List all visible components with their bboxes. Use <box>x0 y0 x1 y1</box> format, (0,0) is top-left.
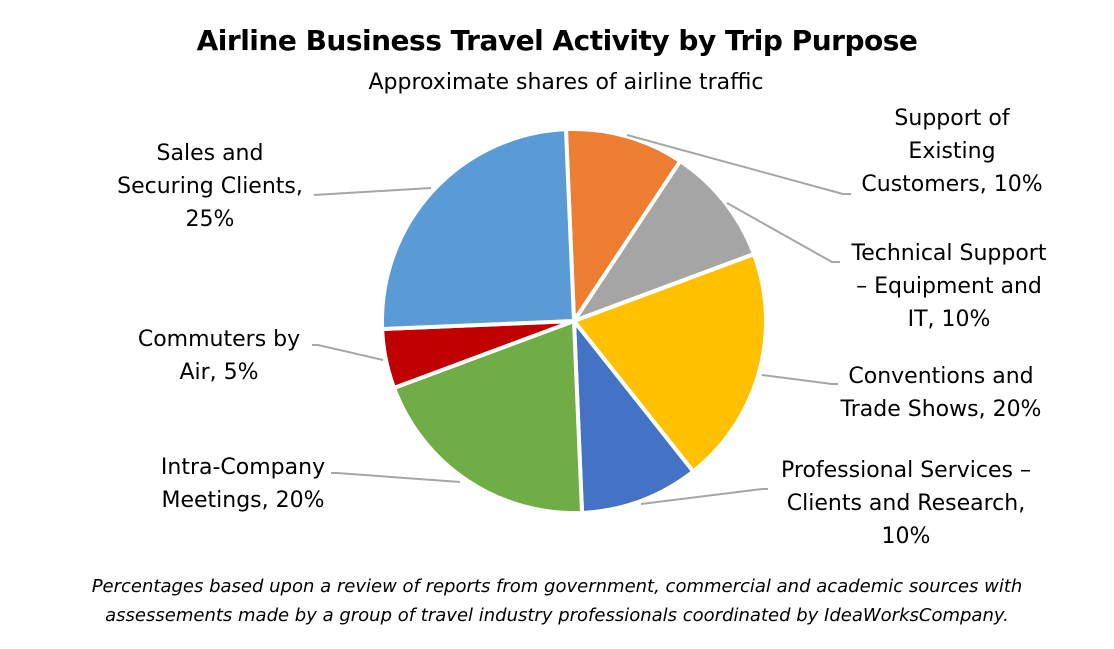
leader-line-intra-company <box>331 472 461 483</box>
chart-subtitle: Approximate shares of airline traffic <box>368 70 764 95</box>
label-line: – Equipment and <box>856 274 1042 299</box>
pie-slice-conventions-and-trade-shows <box>572 252 769 474</box>
label-line: Professional Services – <box>781 458 1031 483</box>
label-line: Clients and Research, <box>786 491 1026 516</box>
leader-lines <box>312 134 851 505</box>
pie-slice-sales-and-securing-clients <box>380 127 576 332</box>
footnote-line-1: Percentages based upon a review of repor… <box>91 576 1023 597</box>
data-label-commuters: Commuters by Air, 5% <box>124 323 314 389</box>
label-line: 10% <box>881 524 931 549</box>
footnote: Percentages based upon a review of repor… <box>0 572 1114 630</box>
pie-slice-support-of-existing-customers <box>563 127 683 323</box>
label-line: Conventions and <box>848 364 1034 389</box>
label-line: Commuters by <box>137 327 301 352</box>
leader-line-support-existing <box>626 134 851 195</box>
data-label-conventions: Conventions and Trade Shows, 20% <box>834 360 1048 426</box>
label-line: Sales and <box>156 141 264 166</box>
label-line: IT, 10% <box>907 307 991 332</box>
data-label-professional: Professional Services – Clients and Rese… <box>764 454 1048 553</box>
label-line: Support of <box>894 106 1010 131</box>
pie-slices <box>380 127 769 515</box>
leader-line-sales <box>313 187 432 196</box>
label-line: 25% <box>185 207 235 232</box>
data-label-sales: Sales and Securing Clients, 25% <box>108 137 312 236</box>
label-line: Existing <box>908 139 996 164</box>
label-line: Securing Clients, <box>117 174 303 199</box>
leader-line-conventions <box>761 374 838 385</box>
data-label-intra-company: Intra-Company Meetings, 20% <box>148 451 338 517</box>
label-line: Air, 5% <box>179 360 259 385</box>
label-line: Intra-Company <box>160 455 326 480</box>
label-line: Trade Shows, 20% <box>840 397 1042 422</box>
label-line: Technical Support <box>851 241 1047 266</box>
footnote-line-2: assessements made by a group of travel i… <box>105 605 1009 626</box>
leader-line-technical-support <box>726 202 840 263</box>
chart-title: Airline Business Travel Activity by Trip… <box>196 24 918 57</box>
pie-slice-intra-company-meetings <box>392 319 585 515</box>
leader-line-professional <box>640 488 768 505</box>
pie-slice-technical-support-equipment-and-it <box>572 159 756 323</box>
label-line: Meetings, 20% <box>161 488 325 513</box>
data-label-support-existing: Support of Existing Customers, 10% <box>852 102 1052 201</box>
leader-line-commuters <box>312 344 384 361</box>
pie-slice-professional-services-clients-and-research <box>572 319 696 515</box>
label-line: Customers, 10% <box>861 172 1043 197</box>
data-label-technical-support: Technical Support – Equipment and IT, 10… <box>838 237 1060 336</box>
